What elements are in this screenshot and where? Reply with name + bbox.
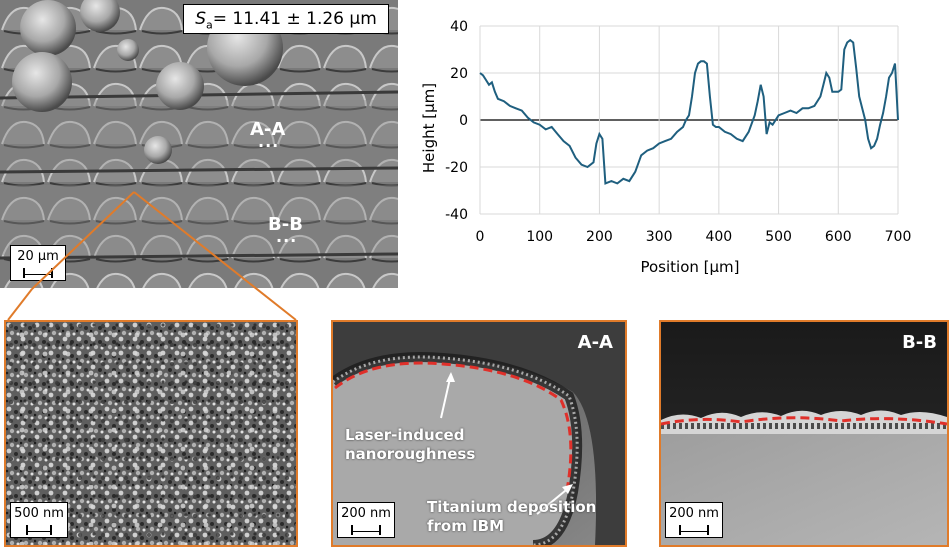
x-tick-label: 600 bbox=[825, 229, 852, 245]
annotation-nanoroughness: Laser-induced nanoroughness bbox=[345, 426, 475, 464]
scale-bar-line bbox=[351, 523, 381, 535]
cross-section-bb-panel: B-B 200 nm bbox=[659, 320, 949, 547]
x-tick-label: 200 bbox=[586, 229, 613, 245]
x-tick-label: 300 bbox=[646, 229, 673, 245]
roughness-subscript: a bbox=[206, 18, 213, 32]
x-tick-label: 700 bbox=[885, 229, 912, 245]
roughness-value-box: Sa= 11.41 ± 1.26 µm bbox=[183, 4, 389, 34]
scale-bar-label: 200 nm bbox=[341, 506, 391, 521]
scale-bar-line bbox=[679, 523, 709, 535]
annotation-line: from IBM bbox=[427, 517, 505, 535]
x-tick-labels: 0 100 200 300 400 500 600 700 bbox=[476, 229, 912, 245]
particle bbox=[144, 136, 172, 164]
section-label-aa: A-A bbox=[250, 119, 286, 140]
cross-section-aa-panel: A-A Laser-induced nanoroughness Titanium… bbox=[331, 320, 627, 547]
particle bbox=[156, 62, 204, 110]
particle bbox=[80, 0, 120, 32]
section-label-bb: B-B bbox=[268, 214, 303, 235]
chart-grid bbox=[479, 25, 899, 215]
x-tick-label: 500 bbox=[765, 229, 792, 245]
panel-title-aa: A-A bbox=[577, 332, 613, 353]
x-axis-label: Position [µm] bbox=[640, 258, 739, 276]
x-tick-label: 400 bbox=[705, 229, 732, 245]
roughness-symbol: S bbox=[195, 9, 207, 29]
y-axis-label: Height [µm] bbox=[420, 83, 438, 173]
sem-texture bbox=[0, 0, 398, 288]
height-profile-chart: -40 -20 0 20 40 0 100 200 300 400 500 600 700 Heigh… bbox=[420, 19, 912, 276]
y-tick-labels: -40 -20 0 20 40 bbox=[445, 19, 468, 223]
y-tick-label: 20 bbox=[450, 66, 468, 82]
x-tick-label: 0 bbox=[476, 229, 485, 245]
scale-bar-line bbox=[23, 266, 53, 278]
particle bbox=[117, 39, 139, 61]
roughness-value: = 11.41 ± 1.26 µm bbox=[212, 9, 377, 29]
particle bbox=[20, 0, 76, 56]
section-marker-aa: ... bbox=[258, 132, 280, 151]
scale-bar-line bbox=[26, 523, 52, 535]
panel-title-bb: B-B bbox=[902, 332, 937, 353]
scale-bar-200nm: 200 nm bbox=[337, 502, 395, 538]
x-tick-label: 100 bbox=[526, 229, 553, 245]
interface-dashed-line bbox=[334, 361, 573, 491]
annotation-line: Laser-induced bbox=[345, 426, 465, 444]
annotation-line: nanoroughness bbox=[345, 445, 476, 463]
section-marker-bb: ... bbox=[276, 227, 298, 246]
scale-bar-label: 200 nm bbox=[669, 506, 719, 521]
y-tick-label: -20 bbox=[445, 160, 468, 176]
y-tick-label: -40 bbox=[445, 207, 468, 223]
annotation-titanium-deposition: Titanium deposition from IBM bbox=[427, 498, 596, 536]
particle bbox=[12, 52, 72, 112]
scale-bar-200nm: 200 nm bbox=[665, 502, 723, 538]
y-tick-label: 40 bbox=[450, 19, 468, 35]
zoom-sem-panel: 500 nm bbox=[4, 320, 298, 547]
sem-overview-image bbox=[0, 0, 398, 288]
y-tick-label: 0 bbox=[459, 113, 468, 129]
height-profile-line bbox=[479, 38, 899, 185]
scale-bar-label: 20 µm bbox=[17, 249, 59, 264]
scale-bar-500nm: 500 nm bbox=[10, 502, 68, 538]
scale-bar-20um: 20 µm bbox=[10, 245, 66, 281]
interface-dashed-line bbox=[661, 416, 947, 426]
annotation-line: Titanium deposition bbox=[427, 498, 597, 516]
scale-bar-label: 500 nm bbox=[14, 506, 64, 521]
cross-section-aa-image bbox=[333, 322, 625, 545]
